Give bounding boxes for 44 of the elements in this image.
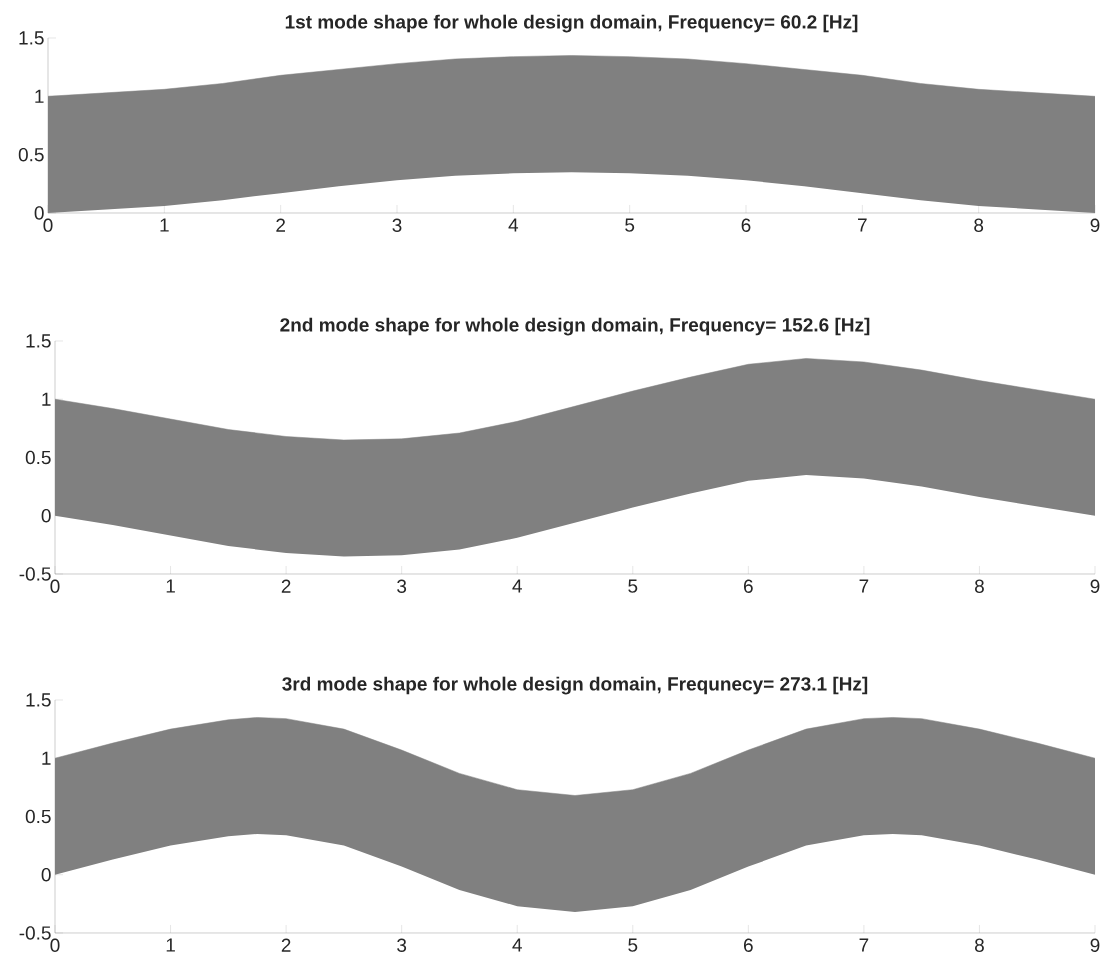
x-tick-label: 5: [625, 218, 635, 232]
x-tick-label: 2: [281, 579, 291, 593]
x-tick-label: 2: [281, 938, 291, 952]
x-tick-label: 3: [397, 579, 407, 593]
y-tick-label: -0.5: [19, 567, 51, 581]
x-tick-label: 1: [160, 218, 169, 232]
x-tick-label: 9: [1090, 218, 1100, 232]
x-tick-label: 4: [508, 218, 519, 232]
x-tick-label: 8: [974, 218, 984, 232]
y-tick-label: 0.5: [25, 809, 51, 824]
x-tick-label: 7: [859, 938, 869, 952]
chart-title: 1st mode shape for whole design domain, Frequency= 60.2 [Hz]: [285, 14, 858, 33]
x-tick-label: 9: [1090, 579, 1100, 593]
x-tick-label: 2: [276, 218, 285, 232]
y-tick-label: 1: [42, 751, 51, 765]
x-tick-label: 8: [974, 938, 984, 952]
x-tick-label: 6: [744, 579, 753, 593]
x-tick-label: 8: [974, 579, 984, 593]
y-tick-label: 0: [41, 868, 51, 882]
y-tick-label: 1.5: [26, 693, 51, 707]
x-tick-label: 7: [859, 579, 869, 593]
y-tick-label: 1: [35, 89, 44, 103]
y-tick-label: 1: [42, 392, 51, 406]
y-tick-label: 0: [41, 509, 51, 523]
x-tick-label: 6: [741, 218, 751, 232]
chart-title: 2nd mode shape for whole design domain, Frequency= 152.6 [Hz]: [280, 317, 870, 336]
x-tick-label: 3: [392, 218, 402, 232]
y-tick-label: 0.5: [25, 450, 51, 465]
chart-title: 3rd mode shape for whole design domain, Frequnecy= 273.1 [Hz]: [282, 676, 868, 695]
y-tick-label: 0.5: [18, 147, 44, 162]
x-tick-label: 9: [1090, 938, 1100, 952]
x-tick-label: 4: [512, 579, 522, 593]
y-tick-label: 0: [34, 206, 44, 220]
x-tick-label: 1: [166, 938, 175, 952]
y-tick-label: -0.5: [19, 926, 51, 940]
x-tick-label: 5: [628, 938, 638, 952]
x-tick-label: 4: [512, 938, 522, 952]
y-tick-label: 1.5: [19, 31, 44, 45]
x-tick-label: 3: [397, 938, 407, 952]
y-tick-label: 1.5: [26, 334, 51, 348]
x-tick-label: 5: [628, 579, 638, 593]
x-tick-label: 6: [744, 938, 753, 952]
x-tick-label: 1: [166, 579, 175, 593]
x-tick-label: 7: [858, 218, 867, 232]
